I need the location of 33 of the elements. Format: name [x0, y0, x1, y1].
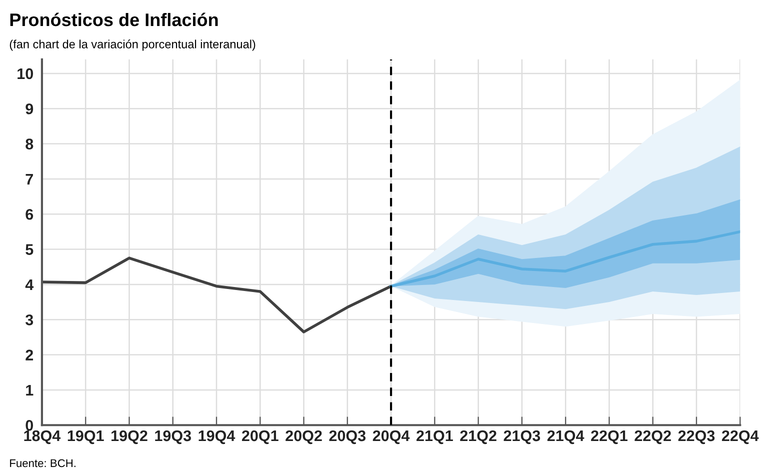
x-tick-label: 20Q2	[286, 430, 322, 444]
chart-title: Pronósticos de Inflación	[10, 12, 218, 26]
y-tick-label: 3	[25, 314, 34, 326]
x-tick-label: 19Q2	[112, 430, 148, 444]
x-tick-label: 21Q4	[547, 430, 584, 444]
x-tick-label: 21Q1	[416, 430, 453, 444]
x-tick-label: 22Q3	[678, 430, 715, 444]
x-tick-label: 21Q3	[504, 430, 540, 444]
y-tick-label: 0	[26, 420, 34, 431]
line-series	[390, 230, 740, 288]
x-tick-label: 20Q3	[329, 430, 366, 444]
y-tick-label: 5	[26, 244, 34, 255]
source-note: Fuente: BCH.	[10, 459, 76, 468]
y-tick-label: 6	[26, 208, 34, 220]
y-tick-label: 1	[26, 384, 34, 396]
x-tick-label: 19Q4	[198, 430, 236, 444]
x-tick-label: 20Q4	[372, 430, 410, 444]
y-tick-label: 7	[26, 174, 33, 184]
line-series	[42, 256, 392, 334]
x-tick-label: 19Q3	[155, 430, 192, 444]
x-tick-label: 22Q2	[634, 430, 671, 444]
x-tick-label: 22Q4	[722, 430, 759, 444]
x-tick-label: 19Q1	[68, 430, 104, 444]
y-tick-label: 8	[26, 138, 34, 150]
x-tick-label: 21Q2	[460, 430, 496, 444]
y-tick-label: 10	[18, 68, 34, 80]
y-tick-label: 2	[26, 350, 34, 360]
x-tick-label: 20Q1	[242, 430, 278, 444]
x-tick-label: 22Q1	[591, 430, 628, 444]
y-tick-label: 9	[26, 103, 34, 114]
y-tick-label: 4	[25, 279, 34, 290]
chart-subtitle: (fan chart de la variación porcentual interanual)	[10, 40, 256, 51]
x-tick-label: 18Q4	[24, 430, 61, 444]
